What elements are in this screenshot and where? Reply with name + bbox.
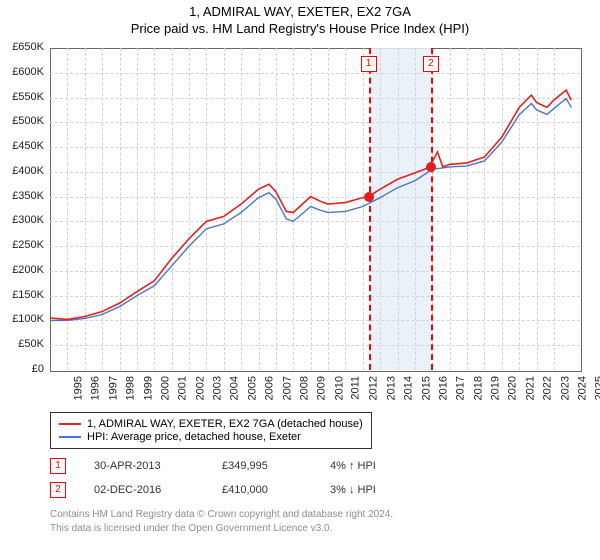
sale-point-icon [364, 192, 374, 202]
series-layer [0, 0, 600, 560]
series-price_paid [50, 90, 571, 319]
series-hpi [50, 99, 571, 321]
sale-point-icon [426, 162, 436, 172]
chart-page: { "header": { "address": "1, ADMIRAL WAY… [0, 0, 600, 560]
